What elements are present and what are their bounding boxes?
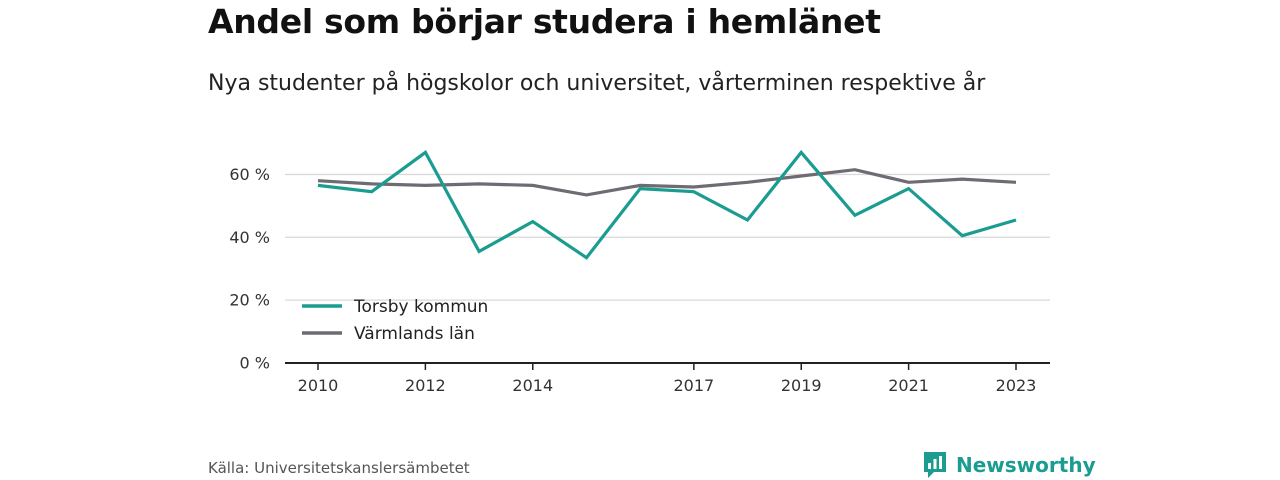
x-tick-label: 2019 [781,376,822,395]
newsworthy-logo-icon [924,452,946,478]
legend-label: Värmlands län [354,324,475,344]
x-tick-label: 2017 [673,376,714,395]
series-line-torsby-kommun [317,149,1017,260]
legend: Torsby kommun Värmlands län [302,297,488,344]
x-tick-label: 2010 [298,376,339,395]
y-tick-label: 0 % [240,354,270,373]
line-chart: 0 % 20 % 40 % 60 % 2010 2012 2014 2017 2019 2021… [229,149,1050,395]
x-tick-label: 2021 [888,376,929,395]
chart-subtitle: Nya studenter på högskolor och universit… [208,71,986,96]
y-tick-label: 20 % [229,291,270,310]
brand-name: Newsworthy [956,453,1096,477]
chart-title: Andel som börjar studera i hemlänet [208,2,881,41]
series-line-varmlands-lan [317,168,1017,197]
y-tick-label: 60 % [229,165,270,184]
legend-label: Torsby kommun [353,297,488,317]
y-tick-label: 40 % [229,228,270,247]
x-tick-label: 2012 [405,376,446,395]
x-tick-label: 2014 [512,376,553,395]
x-axis: 2010 2012 2014 2017 2019 2021 2023 [285,362,1050,395]
grid-lines [285,173,1050,301]
source-note: Källa: Universitetskanslersämbetet [208,459,470,477]
x-tick-label: 2023 [996,376,1037,395]
y-axis-ticks: 0 % 20 % 40 % 60 % [229,165,270,373]
series-lines [317,149,1017,260]
brand-logo: Newsworthy [922,450,1096,480]
